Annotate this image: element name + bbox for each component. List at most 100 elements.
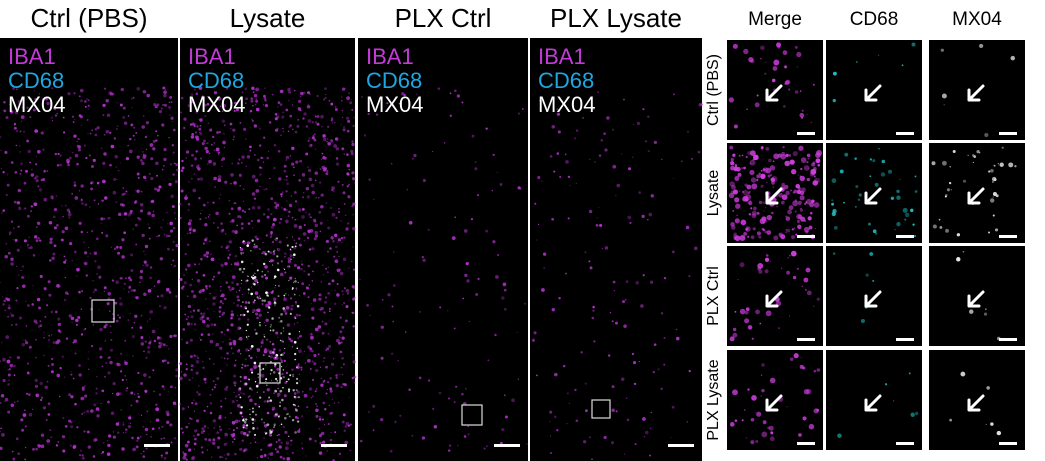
cell-speck [161, 385, 165, 388]
cell-speck [280, 441, 283, 444]
cell-speck [327, 292, 331, 295]
cell-speck [733, 234, 738, 239]
cell-speck [168, 391, 170, 393]
cell-speck [74, 153, 79, 158]
cell-speck [76, 141, 78, 143]
cell-speck [812, 83, 815, 86]
cell-speck [187, 406, 190, 408]
cell-speck [37, 237, 40, 240]
cell-speck [147, 345, 151, 350]
cell-speck [261, 303, 264, 305]
cell-speck [87, 358, 90, 360]
cell-speck [7, 315, 9, 318]
cell-speck [172, 151, 175, 154]
cell-speck [149, 336, 151, 338]
cell-speck [295, 381, 299, 385]
cell-speck [121, 447, 125, 451]
cell-speck [260, 167, 263, 169]
cell-speck [352, 297, 356, 301]
cell-speck [6, 183, 10, 187]
cell-speck [154, 104, 159, 109]
cell-speck [240, 222, 244, 226]
cell-speck [112, 435, 116, 439]
cell-speck [44, 315, 47, 318]
cell-speck [162, 103, 165, 106]
cell-speck [341, 87, 346, 91]
cell-speck [79, 449, 82, 452]
cell-speck [231, 229, 235, 233]
cell-speck [208, 438, 212, 442]
cell-speck [169, 423, 173, 427]
cell-speck [139, 202, 144, 207]
cell-speck [293, 263, 297, 267]
cell-speck [54, 310, 58, 314]
cell-speck [1001, 146, 1004, 149]
cell-speck [50, 195, 54, 199]
cell-speck [308, 437, 312, 441]
cell-speck [157, 344, 162, 349]
cell-speck [254, 272, 256, 275]
cell-speck [311, 378, 315, 382]
cell-speck [36, 297, 41, 302]
cell-speck [5, 242, 8, 245]
cell-speck [190, 368, 193, 372]
cell-speck [944, 195, 947, 198]
cell-speck [307, 168, 312, 173]
cell-speck [831, 202, 834, 206]
cell-speck [123, 288, 125, 290]
cell-speck [541, 180, 543, 182]
cell-speck [22, 284, 26, 288]
cell-speck [269, 443, 273, 447]
cell-speck [353, 375, 357, 379]
cell-speck [31, 329, 33, 331]
cell-speck [756, 211, 760, 215]
cell-speck [236, 304, 240, 307]
cell-speck [252, 282, 255, 285]
cell-speck [193, 354, 196, 357]
cell-speck [282, 111, 285, 114]
cell-speck [306, 195, 310, 199]
cell-speck [150, 176, 154, 181]
cell-speck [351, 284, 355, 289]
cell-speck [741, 154, 744, 157]
cell-speck [353, 268, 356, 271]
cell-speck [130, 404, 133, 407]
cell-speck [148, 226, 151, 229]
cell-speck [267, 399, 270, 403]
panel-title: PLX Lysate [550, 3, 682, 33]
cell-speck [62, 449, 66, 453]
cell-speck [341, 373, 344, 376]
cell-speck [268, 306, 271, 309]
cell-speck [353, 116, 355, 119]
cell-speck [556, 108, 559, 111]
cell-speck [161, 425, 164, 428]
cell-speck [183, 281, 187, 285]
cell-speck [228, 253, 231, 256]
cell-speck [26, 371, 30, 375]
cell-speck [242, 188, 245, 191]
cell-speck [293, 174, 295, 176]
cell-speck [250, 286, 253, 288]
cell-speck [36, 226, 38, 228]
cell-speck [220, 400, 222, 402]
cell-speck [312, 298, 317, 302]
cell-speck [29, 246, 33, 250]
cell-speck [240, 430, 244, 435]
cell-speck [85, 156, 88, 160]
cell-speck [218, 416, 222, 420]
cell-speck [319, 230, 322, 233]
cell-speck [292, 375, 294, 378]
cell-speck [751, 213, 757, 219]
cell-speck [232, 135, 236, 138]
cell-speck [832, 98, 836, 103]
cell-speck [1010, 55, 1016, 61]
cell-speck [769, 260, 771, 262]
cell-speck [201, 315, 205, 319]
cell-speck [287, 259, 292, 264]
cell-speck [672, 178, 674, 180]
cell-speck [205, 142, 207, 144]
cell-speck [112, 313, 114, 315]
cell-speck [328, 99, 331, 102]
cell-speck [599, 223, 603, 227]
cell-speck [110, 144, 115, 149]
